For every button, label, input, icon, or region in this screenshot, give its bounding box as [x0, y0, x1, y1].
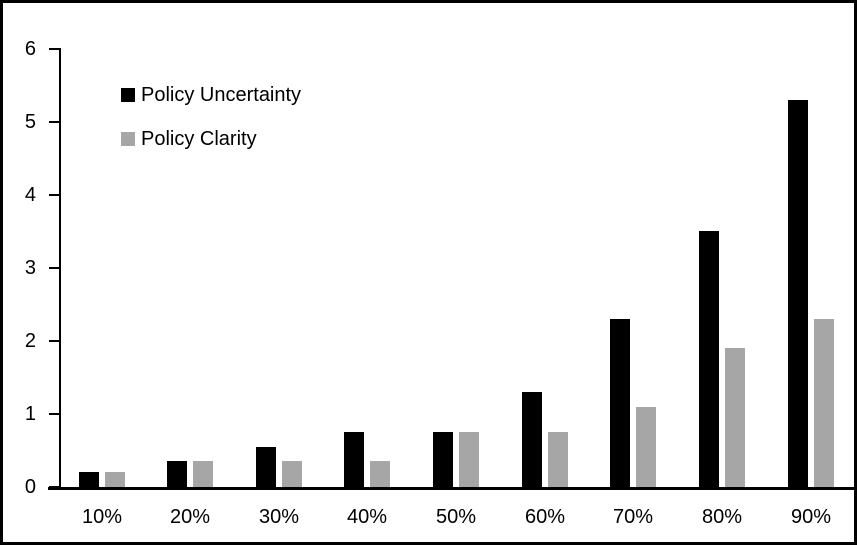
- bar-policy-uncertainty-80%: [699, 231, 719, 487]
- x-axis-category-label: 10%: [81, 506, 123, 528]
- y-axis-tick: [49, 48, 59, 50]
- y-axis-tick-label: 4: [24, 184, 36, 206]
- legend-label: Policy Clarity: [141, 128, 257, 150]
- legend-label: Policy Uncertainty: [141, 84, 302, 106]
- legend-item-policy-clarity: Policy Clarity: [121, 129, 301, 149]
- y-axis-tick: [49, 486, 59, 488]
- y-axis-line: [59, 48, 61, 490]
- bar-policy-clarity-30%: [282, 461, 302, 487]
- x-axis-category-label: 70%: [612, 506, 654, 528]
- x-axis-category-label: 80%: [701, 506, 743, 528]
- bar-policy-uncertainty-10%: [79, 472, 99, 487]
- y-axis-tick-label: 0: [24, 476, 36, 498]
- x-axis-category-label: 60%: [524, 506, 566, 528]
- plot-area: 0 1 2 3 4 5 6 10% 20% 30% 40% 50% 60% 70% 80% 90% Poli…: [3, 3, 854, 542]
- bar-policy-uncertainty-20%: [167, 461, 187, 487]
- bar-policy-clarity-80%: [725, 348, 745, 487]
- bar-policy-clarity-40%: [370, 461, 390, 487]
- x-axis-category-label: 90%: [790, 506, 832, 528]
- x-axis-category-label: 30%: [258, 506, 300, 528]
- x-axis-line: [48, 487, 854, 490]
- y-axis-tick: [49, 340, 59, 342]
- bar-policy-clarity-10%: [105, 472, 125, 487]
- x-axis-category-label: 40%: [346, 506, 388, 528]
- bar-policy-uncertainty-90%: [788, 100, 808, 487]
- bar-policy-uncertainty-40%: [344, 432, 364, 487]
- x-axis-category-label: 20%: [169, 506, 211, 528]
- y-axis-tick: [49, 194, 59, 196]
- policy-uncertainty-swatch-icon: [121, 88, 135, 102]
- policy-clarity-swatch-icon: [121, 132, 135, 146]
- bar-policy-clarity-50%: [459, 432, 479, 487]
- bar-policy-uncertainty-70%: [610, 319, 630, 487]
- y-axis-tick: [49, 121, 59, 123]
- y-axis-tick-label: 5: [24, 111, 36, 133]
- bar-policy-clarity-90%: [814, 319, 834, 487]
- y-axis-tick: [49, 267, 59, 269]
- bar-policy-clarity-60%: [548, 432, 568, 487]
- bar-policy-uncertainty-60%: [522, 392, 542, 487]
- legend: Policy Uncertainty Policy Clarity: [121, 85, 301, 173]
- bar-policy-clarity-70%: [636, 407, 656, 487]
- y-axis-tick-label: 3: [24, 257, 36, 279]
- bar-policy-clarity-20%: [193, 461, 213, 487]
- bar-policy-uncertainty-30%: [256, 447, 276, 487]
- y-axis-tick-label: 6: [24, 38, 36, 60]
- y-axis-tick-label: 1: [24, 403, 36, 425]
- y-axis-tick: [49, 413, 59, 415]
- bar-policy-uncertainty-50%: [433, 432, 453, 487]
- y-axis-tick-label: 2: [24, 330, 36, 352]
- x-axis-category-label: 50%: [435, 506, 477, 528]
- legend-item-policy-uncertainty: Policy Uncertainty: [121, 85, 301, 105]
